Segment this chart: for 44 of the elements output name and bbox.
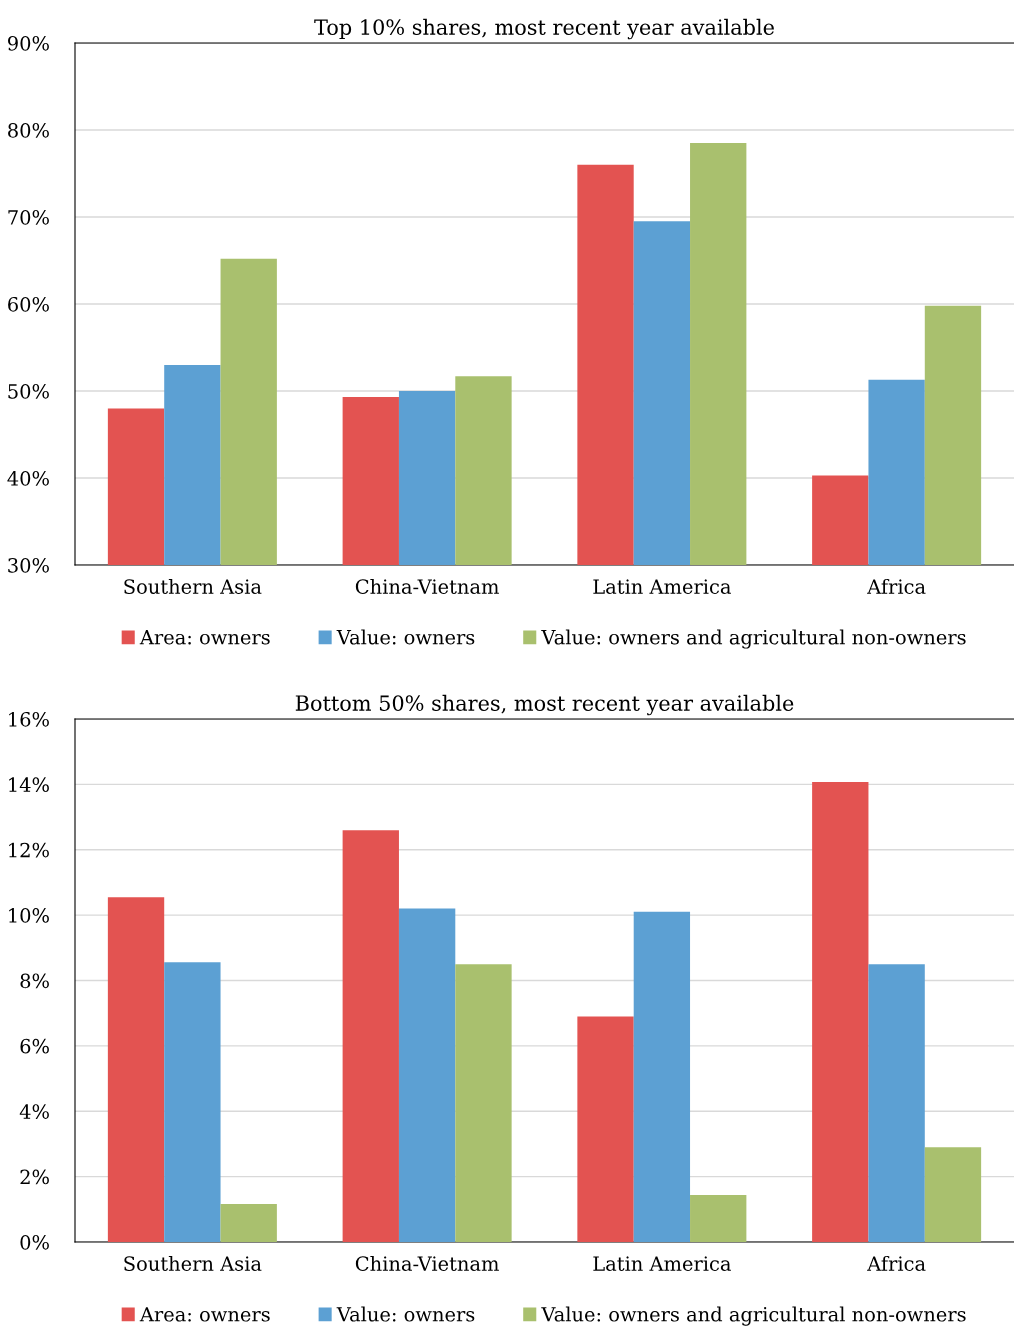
bar bbox=[868, 964, 925, 1242]
x-tick-label: Southern Asia bbox=[124, 1255, 262, 1271]
y-tick-label: 12% bbox=[9, 842, 49, 858]
bar bbox=[455, 964, 512, 1242]
legend-label: Value: owners and agricultural non-owners bbox=[541, 1306, 966, 1326]
x-tick-label: Africa bbox=[867, 1255, 926, 1271]
x-tick-label: Africa bbox=[867, 578, 926, 594]
x-tick-label: Latin America bbox=[593, 579, 731, 594]
x-tick-label: Southern Asia bbox=[124, 578, 262, 594]
y-tick-label: 16% bbox=[9, 711, 49, 727]
bar bbox=[812, 782, 869, 1242]
y-tick-label: 90% bbox=[8, 35, 49, 51]
y-tick-label: 6% bbox=[20, 1038, 49, 1054]
bar bbox=[398, 908, 456, 1242]
y-tick-label: 2% bbox=[20, 1169, 49, 1185]
bar bbox=[924, 1147, 982, 1242]
bar bbox=[577, 1016, 634, 1242]
bar bbox=[633, 911, 691, 1242]
y-tick-label: 10% bbox=[9, 908, 49, 923]
chart-title: Bottom 50% shares, most recent year available bbox=[295, 694, 794, 716]
y-tick-label: 0% bbox=[20, 1234, 49, 1250]
bar bbox=[164, 962, 221, 1242]
legend-label: Value: owners and agricultural non-owners bbox=[541, 629, 966, 649]
legend-label: Area: owners bbox=[139, 630, 270, 645]
y-tick-label: 30% bbox=[8, 557, 49, 573]
y-tick-label: 14% bbox=[9, 777, 49, 793]
y-tick-label: 70% bbox=[8, 209, 49, 225]
y-tick-label: 50% bbox=[8, 383, 49, 399]
bar bbox=[690, 1194, 747, 1242]
legend-label: Value: owners bbox=[336, 1306, 475, 1322]
legend-label: Value: owners bbox=[336, 629, 475, 645]
y-tick-label: 40% bbox=[7, 470, 49, 486]
chart-title: Top 10% shares, most recent year available bbox=[314, 18, 774, 40]
legend-label: Area: owners bbox=[139, 1307, 270, 1322]
y-tick-label: 60% bbox=[8, 296, 49, 312]
x-tick-label: Latin America bbox=[593, 1256, 731, 1271]
y-tick-label: 8% bbox=[20, 973, 49, 989]
y-tick-label: 4% bbox=[19, 1104, 49, 1119]
bar bbox=[342, 830, 399, 1242]
x-tick-label: China-Vietnam bbox=[355, 1255, 499, 1271]
bar bbox=[107, 897, 165, 1242]
bar bbox=[220, 1204, 277, 1242]
y-tick-label: 80% bbox=[8, 122, 49, 138]
x-tick-label: China-Vietnam bbox=[355, 578, 499, 594]
